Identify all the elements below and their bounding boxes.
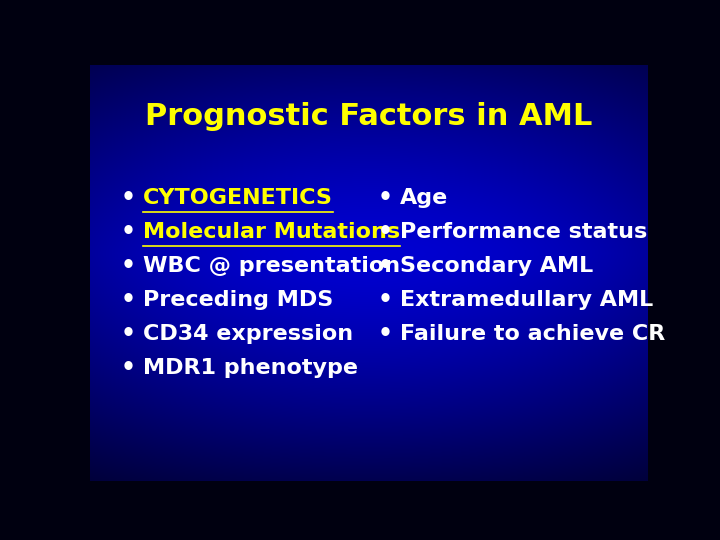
Text: WBC @ presentation: WBC @ presentation [143,256,400,276]
Text: MDR1 phenotype: MDR1 phenotype [143,359,358,379]
Text: •: • [377,288,392,312]
Text: Performance status: Performance status [400,222,647,242]
Text: •: • [121,288,135,312]
Text: Prognostic Factors in AML: Prognostic Factors in AML [145,102,593,131]
Text: Failure to achieve CR: Failure to achieve CR [400,324,665,344]
Text: CD34 expression: CD34 expression [143,324,353,344]
Text: •: • [121,220,135,244]
Text: •: • [121,322,135,346]
Text: Preceding MDS: Preceding MDS [143,290,333,310]
Text: •: • [377,322,392,346]
Text: Secondary AML: Secondary AML [400,256,593,276]
Text: Extramedullary AML: Extramedullary AML [400,290,653,310]
Text: •: • [121,254,135,278]
Text: •: • [377,220,392,244]
Text: •: • [121,356,135,380]
Text: Molecular Mutations: Molecular Mutations [143,222,400,242]
Text: •: • [377,254,392,278]
Text: Age: Age [400,188,448,208]
Text: •: • [121,186,135,210]
Text: •: • [377,186,392,210]
Text: CYTOGENETICS: CYTOGENETICS [143,188,333,208]
